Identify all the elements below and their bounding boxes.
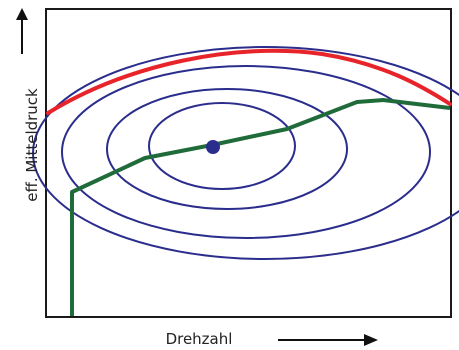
contour-ring-4 <box>32 46 459 260</box>
x-axis-arrow-icon <box>364 334 378 346</box>
operating-line <box>70 98 451 316</box>
contour-ring-2 <box>106 88 348 210</box>
full-load-curve <box>46 48 452 115</box>
optimum-point <box>206 140 220 154</box>
plot-frame <box>45 8 452 318</box>
y-axis-arrow-icon <box>16 8 28 20</box>
efficiency-contours <box>32 46 459 260</box>
x-axis-label: Drehzahl <box>166 330 233 348</box>
y-axis-label: eff. Mitteldruck <box>23 88 41 202</box>
contour-ring-3 <box>61 65 431 239</box>
contour-ring-1 <box>148 102 296 190</box>
